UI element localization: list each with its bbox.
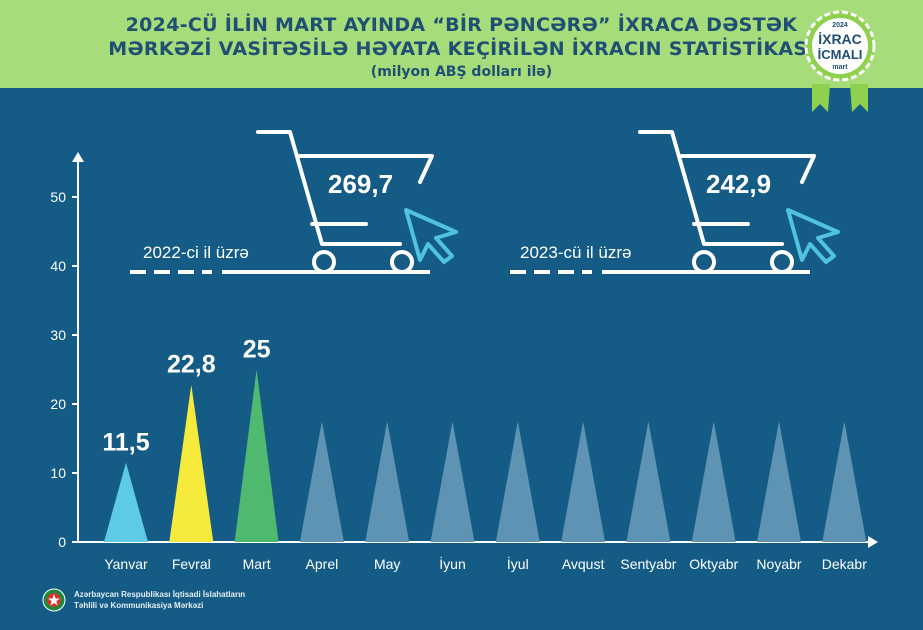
data-label-mart: 25: [243, 336, 271, 364]
x-axis-arrow: [868, 536, 878, 548]
x-tick-label-mart: Mart: [243, 556, 271, 572]
y-axis-arrow: [72, 152, 84, 162]
badge-month: mart: [832, 64, 848, 71]
header-banner: 2024-CÜ İLİN MART AYINDA “BİR PƏNCƏRƏ” İ…: [0, 0, 923, 88]
footer: Azərbaycan Respublikası İqtisadi İslahat…: [42, 588, 245, 612]
badge-year: 2024: [832, 22, 848, 29]
footer-line-2: Təhlili və Kommunikasiya Mərkəzi: [74, 601, 204, 610]
x-tick-label-iyul: İyul: [507, 555, 529, 572]
bar-iyul: [495, 421, 540, 542]
bar-mart: [234, 369, 279, 542]
badge-line2: İCMALI: [818, 47, 863, 62]
y-tick-label-40: 40: [50, 258, 66, 274]
comparison-value: 269,7: [328, 169, 393, 199]
badge-ribbon-left: [812, 84, 830, 112]
x-tick-labels: Yanvar Fevral Mart Aprel May İyun İyul Avqust Se…: [104, 555, 867, 572]
badge-inner: [812, 18, 868, 74]
badge: 2024 İXRAC İCMALI mart: [804, 10, 876, 112]
title-line-1: 2024-CÜ İLİN MART AYINDA “BİR PƏNCƏRƏ” İ…: [125, 14, 798, 36]
bar-noyabr: [757, 421, 801, 542]
x-tick-label-yanvar: Yanvar: [104, 556, 148, 572]
x-tick-label-fevral: Fevral: [172, 556, 211, 572]
data-label-fevral: 22,8: [167, 351, 216, 379]
comparison-label: 2022-ci il üzrə: [143, 243, 249, 262]
y-tick-label-30: 30: [50, 327, 66, 343]
footer-text: Azərbaycan Respublikası İqtisadi İslahat…: [74, 589, 245, 611]
x-tick-label-may: May: [374, 556, 400, 572]
bar-may: [365, 421, 410, 542]
cart-icon: [638, 130, 816, 274]
subtitle: (milyon ABŞ dolları ilə): [370, 64, 553, 80]
y-tick-label-50: 50: [50, 189, 66, 205]
bar-sentyabr: [626, 421, 671, 542]
y-ticks: 0 10 20 30 40 50: [50, 189, 78, 550]
y-tick-label-0: 0: [58, 534, 66, 550]
x-tick-label-avqust: Avqust: [562, 556, 605, 572]
footer-line-1: Azərbaycan Respublikası İqtisadi İslahat…: [74, 590, 246, 599]
cursor-icon: [786, 208, 840, 264]
y-tick-label-20: 20: [50, 396, 66, 412]
comparison-value: 242,9: [706, 169, 771, 199]
y-tick-label-10: 10: [50, 465, 66, 481]
x-tick-label-dekabr: Dekabr: [822, 556, 867, 572]
bar-oktyabr: [691, 421, 736, 542]
bar-iyun: [430, 421, 475, 542]
comparison-label: 2023-cü il üzrə: [520, 243, 632, 262]
cart-icon: [256, 130, 434, 274]
data-labels: 11,5 22,8 25: [102, 336, 270, 457]
x-tick-label-oktyabr: Oktyabr: [689, 556, 738, 572]
x-tick-label-iyun: İyun: [439, 555, 465, 572]
x-tick-label-sentyabr: Sentyabr: [620, 556, 676, 572]
data-label-yanvar: 11,5: [102, 429, 149, 457]
bars: [104, 369, 867, 542]
bar-dekabr: [822, 421, 867, 542]
bar-fevral: [169, 384, 214, 542]
badge-ribbon-right: [850, 84, 868, 112]
cursor-icon: [404, 208, 458, 264]
bar-avqust: [561, 421, 606, 542]
title-line-2: MƏRKƏZİ VASİTƏSİLƏ HƏYATA KEÇİRİLƏN İXRA…: [108, 38, 815, 60]
x-tick-label-noyabr: Noyabr: [756, 556, 801, 572]
x-tick-label-aprel: Aprel: [306, 556, 339, 572]
bar-aprel: [299, 421, 344, 542]
bar-yanvar: [104, 462, 148, 542]
comparison-2023: 242,9 2023-cü il üzrə: [510, 130, 840, 274]
emblem-icon: [42, 588, 66, 612]
comparison-2022: 269,7 2022-ci il üzrə: [130, 130, 458, 274]
badge-line1: İXRAC: [818, 31, 862, 47]
